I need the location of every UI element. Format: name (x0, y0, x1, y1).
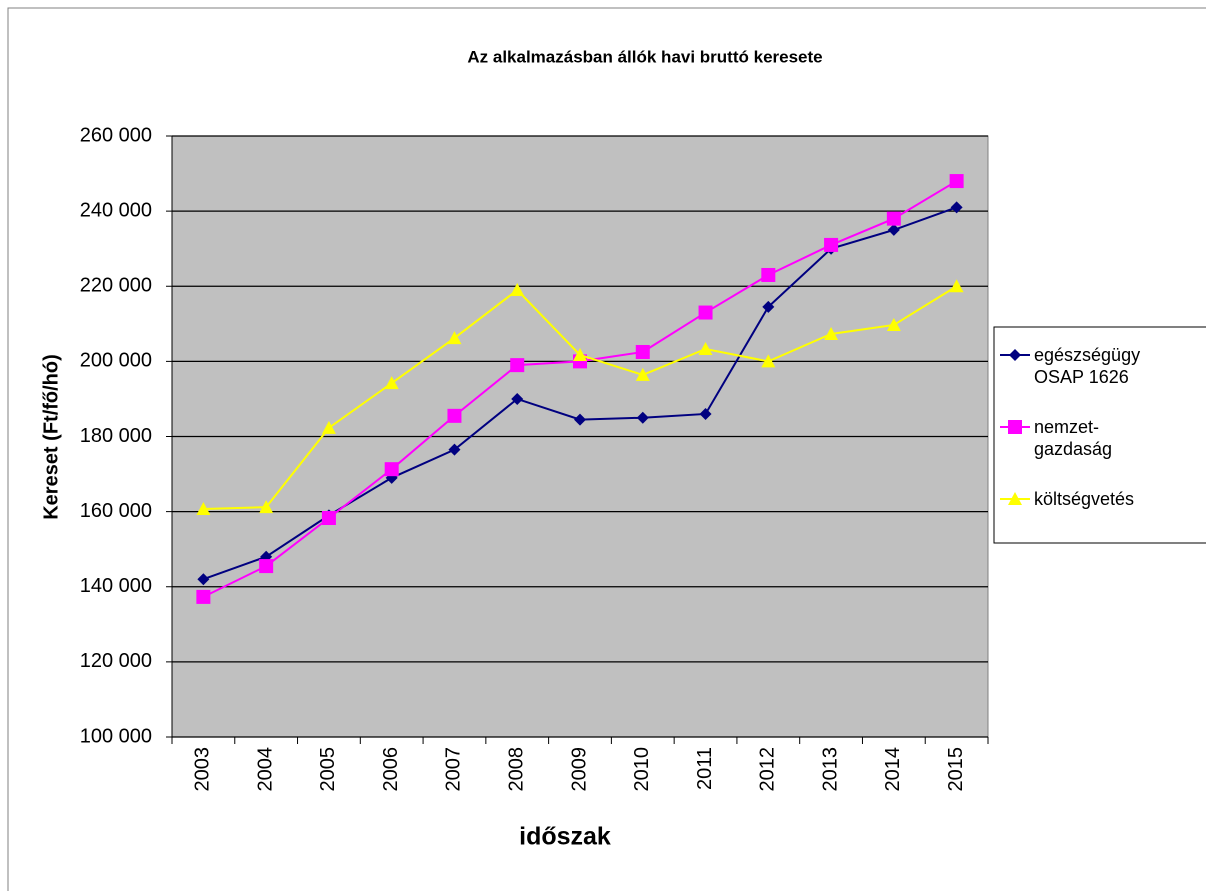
x-tick-label: 2010 (631, 747, 653, 792)
y-tick-label: 180 000 (80, 425, 152, 447)
x-tick-label: 2007 (443, 747, 465, 792)
legend-marker (1008, 492, 1022, 505)
data-point (384, 376, 399, 390)
data-point (196, 589, 211, 604)
data-point (761, 354, 776, 368)
x-axis-label: időszak (519, 823, 611, 851)
legend-box (993, 326, 1206, 544)
y-tick-label: 260 000 (80, 124, 152, 146)
data-point (197, 573, 210, 586)
y-tick-label: 100 000 (80, 725, 152, 747)
data-point (384, 462, 399, 477)
data-point (259, 559, 274, 574)
legend-marker (1008, 420, 1022, 434)
data-point (887, 223, 900, 236)
data-point (511, 392, 524, 405)
x-tick-label: 2005 (317, 747, 339, 792)
y-tick-label: 160 000 (80, 500, 152, 522)
x-tick-label: 2006 (380, 747, 402, 792)
chart-title: Az alkalmazásban állók havi bruttó keres… (467, 47, 822, 66)
y-tick-label: 200 000 (80, 350, 152, 372)
data-point (447, 331, 462, 345)
data-point (321, 420, 336, 434)
data-point (950, 201, 963, 214)
data-point (259, 500, 274, 514)
x-tick-label: 2015 (945, 747, 967, 792)
x-tick-label: 2014 (882, 747, 904, 792)
data-point (635, 367, 650, 381)
x-tick-label: 2003 (192, 747, 214, 792)
legend-label: nemzet-gazdaság (1034, 417, 1113, 459)
data-point (321, 511, 336, 526)
x-tick-label: 2012 (757, 747, 779, 792)
x-tick-label: 2011 (694, 747, 716, 790)
data-point (824, 237, 839, 252)
y-axis-label: Kereset (Ft/fő/hó) (40, 354, 62, 520)
data-point (761, 267, 776, 282)
x-tick-label: 2013 (819, 747, 841, 792)
x-tick-label: 2008 (506, 747, 528, 792)
data-point (824, 326, 839, 340)
y-tick-label: 220 000 (80, 275, 152, 297)
data-point (762, 300, 775, 313)
data-point (636, 411, 649, 424)
data-point (573, 347, 587, 361)
data-point (635, 344, 650, 359)
data-point (448, 443, 461, 456)
data-point (196, 501, 211, 515)
data-point (698, 341, 713, 355)
data-point (698, 305, 713, 320)
y-tick-label: 120 000 (80, 650, 152, 672)
data-point (447, 408, 462, 423)
data-point (949, 174, 964, 189)
x-tick-label: 2009 (568, 747, 590, 792)
data-point (574, 413, 586, 426)
legend-label: egészségügy OSAP 1626 (1034, 345, 1141, 387)
data-point (699, 407, 712, 420)
data-point (949, 279, 964, 293)
data-point (510, 358, 525, 373)
legend-marker (1009, 349, 1021, 361)
data-point (886, 211, 901, 226)
x-tick-label: 2004 (254, 747, 276, 792)
data-point (886, 317, 901, 331)
y-tick-label: 140 000 (80, 575, 152, 597)
data-point (510, 283, 525, 297)
y-tick-label: 240 000 (80, 199, 152, 221)
legend-label: költségvetés (1034, 489, 1135, 509)
